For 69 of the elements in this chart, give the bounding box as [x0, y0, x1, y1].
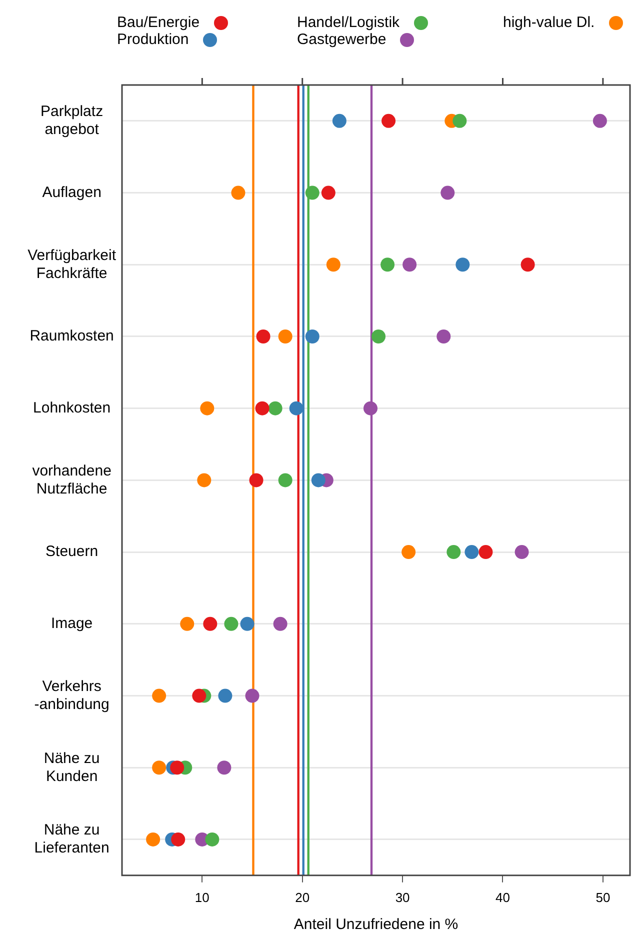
point — [200, 401, 214, 416]
legend-label: high-value Dl. — [503, 14, 595, 31]
y-tick-label: vorhandene Nutzfläche — [32, 462, 112, 498]
point — [592, 114, 607, 128]
legend-label: Handel/Logistik — [297, 14, 400, 31]
point — [478, 545, 493, 560]
x-tick-label: 40 — [496, 890, 510, 905]
point — [217, 760, 232, 775]
y-tick-label: Steuern — [46, 543, 98, 560]
point — [170, 760, 184, 775]
point — [402, 545, 416, 560]
legend-label: Bau/Energie — [117, 14, 200, 31]
point — [289, 401, 304, 416]
legend-label: Produktion — [117, 31, 189, 48]
point — [231, 186, 246, 200]
point — [255, 401, 270, 416]
point — [363, 401, 378, 416]
y-tick-label: Verkehrs -anbindung — [34, 678, 110, 713]
point — [197, 473, 212, 488]
point — [372, 329, 386, 344]
point — [332, 114, 346, 128]
point — [268, 401, 282, 416]
point — [180, 616, 194, 631]
y-tick-label: Image — [50, 615, 93, 632]
point — [520, 258, 535, 272]
point — [456, 258, 470, 272]
x-axis-title: Anteil Unzufriedene in % — [294, 916, 458, 934]
point — [311, 473, 326, 488]
point — [192, 688, 206, 703]
point — [382, 114, 396, 128]
point — [224, 616, 238, 631]
point — [256, 329, 270, 344]
point — [171, 832, 186, 846]
y-tick-label: Nähe zu Lieferanten — [34, 822, 110, 857]
x-tick-label: 20 — [295, 890, 310, 905]
point — [440, 186, 455, 200]
point — [152, 688, 166, 703]
y-tick-label: Verfügbarkeit Fachkräfte — [28, 246, 117, 282]
legend-label: Gastgewerbe — [297, 31, 386, 48]
point — [152, 760, 166, 775]
y-tick-label: Lohnkosten — [33, 399, 111, 416]
point — [278, 329, 292, 344]
point — [326, 258, 340, 272]
y-tick-label: Parkplatz angebot — [40, 103, 104, 138]
point — [464, 545, 479, 560]
x-tick-label: 10 — [194, 890, 210, 905]
point — [305, 329, 320, 344]
point — [514, 545, 529, 560]
point — [436, 329, 451, 344]
point — [305, 186, 320, 200]
point — [321, 186, 336, 200]
x-tick-label: 50 — [596, 890, 610, 905]
point — [203, 616, 218, 631]
point — [240, 616, 254, 631]
point — [218, 688, 232, 703]
y-tick-label: Raumkosten — [30, 328, 114, 345]
point — [245, 688, 260, 703]
y-tick-label: Auflagen — [42, 184, 102, 201]
point — [278, 473, 292, 488]
point — [402, 258, 417, 272]
point — [273, 616, 288, 631]
x-tick-label: 30 — [395, 890, 410, 905]
y-tick-label: Nähe zu Kunden — [44, 750, 100, 785]
point — [249, 473, 264, 488]
point — [205, 832, 220, 846]
point — [380, 258, 395, 272]
point — [146, 832, 160, 846]
point — [452, 114, 467, 128]
point — [446, 545, 461, 560]
